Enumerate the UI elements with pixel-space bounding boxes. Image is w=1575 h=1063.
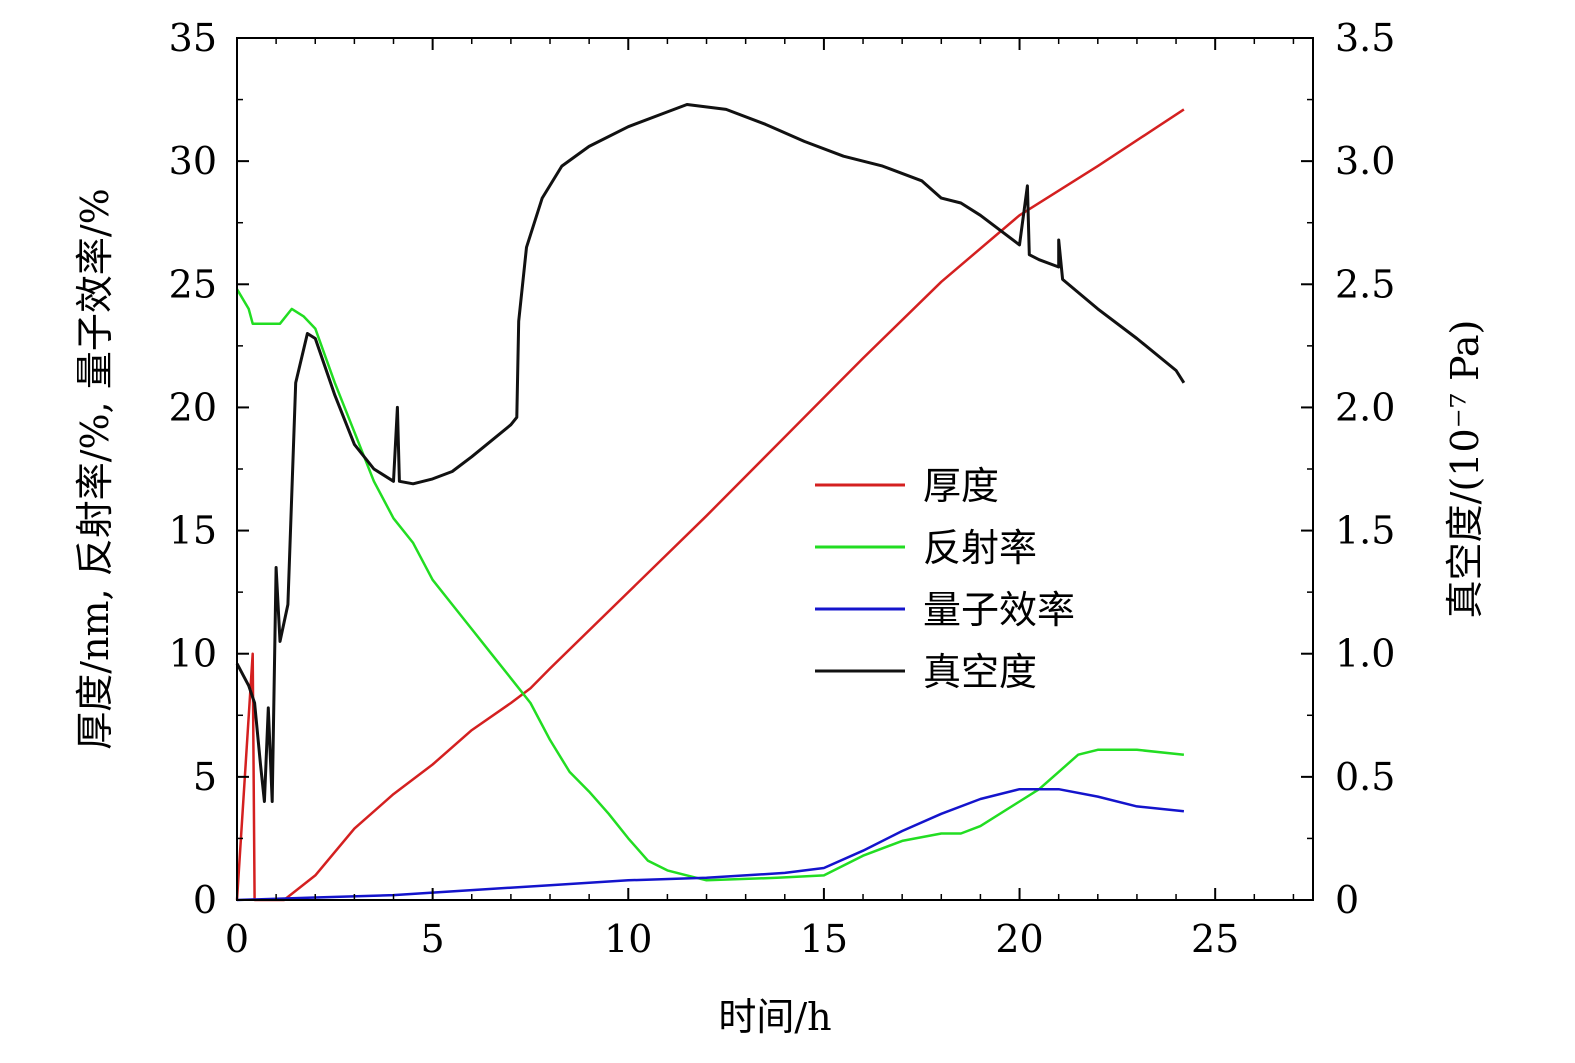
y-left-tick-label: 20 <box>169 385 217 429</box>
y-right-tick-label: 3.5 <box>1335 16 1395 60</box>
legend-label: 量子效率 <box>923 588 1075 632</box>
y-right-tick-label: 1.5 <box>1335 509 1395 553</box>
legend-label: 真空度 <box>923 650 1037 694</box>
y-left-axis-title: 厚度/nm, 反射率/%, 量子效率/% <box>73 188 117 749</box>
x-tick-label: 5 <box>421 917 445 961</box>
y-left-tick-label: 0 <box>193 878 217 922</box>
series-line-3 <box>235 103 1186 803</box>
y-right-tick-label: 2.0 <box>1335 385 1395 429</box>
y-left-tick-label: 25 <box>169 262 217 306</box>
y-left-tick-label: 15 <box>169 509 217 553</box>
y-left-tick-label: 10 <box>169 632 217 676</box>
series-line-2 <box>236 787 1185 902</box>
y-right-tick-label: 1.0 <box>1335 632 1395 676</box>
series-layer <box>235 103 1186 902</box>
legend-label: 厚度 <box>923 464 999 508</box>
y-right-tick-label: 0.5 <box>1335 755 1395 799</box>
series-line-1 <box>235 288 1185 882</box>
y-right-axis-title: 真空度/(10⁻⁷ Pa) <box>1443 320 1487 619</box>
x-tick-label: 25 <box>1191 917 1239 961</box>
y-right-tick-label: 0 <box>1335 878 1359 922</box>
legend-label: 反射率 <box>923 526 1037 570</box>
y-left-tick-label: 30 <box>169 139 217 183</box>
x-tick-label: 0 <box>225 917 249 961</box>
y-right-tick-label: 2.5 <box>1335 262 1395 306</box>
ticks-layer: 0 5 10 15 20 25 0 5 10 15 20 25 30 35 0 0.5 1.0 1.5 2.0 2.5… <box>169 16 1396 961</box>
y-left-tick-label: 5 <box>193 755 217 799</box>
x-tick-label: 10 <box>604 917 652 961</box>
y-left-tick-label: 35 <box>169 16 217 60</box>
series-line-0 <box>235 108 1185 902</box>
y-right-tick-label: 3.0 <box>1335 139 1395 183</box>
x-tick-label: 15 <box>800 917 848 961</box>
x-axis-title: 时间/h <box>718 995 831 1039</box>
x-tick-label: 20 <box>995 917 1043 961</box>
